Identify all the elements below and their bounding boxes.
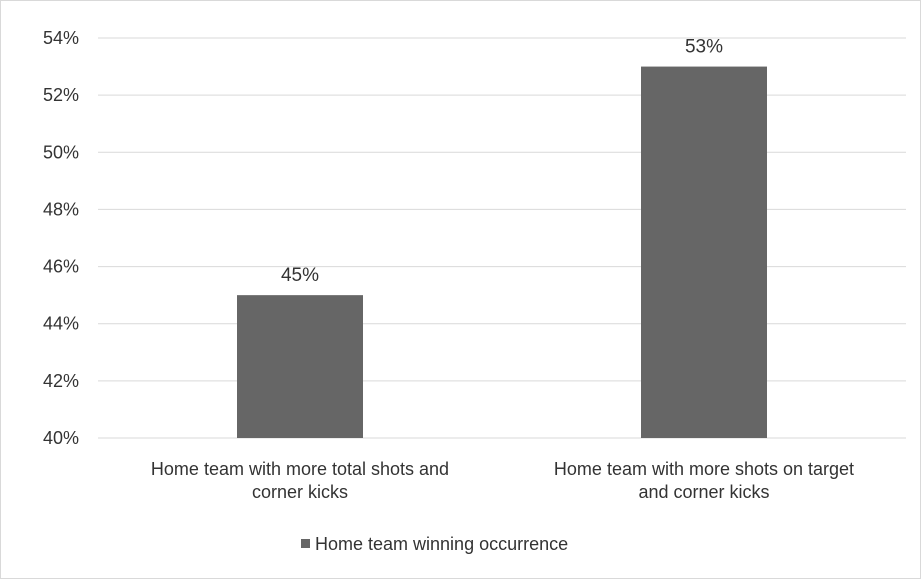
y-tick-label: 52%: [43, 85, 79, 105]
category-label: and corner kicks: [638, 482, 769, 502]
bars: [237, 66, 767, 439]
category-label: Home team with more total shots and: [151, 459, 449, 479]
y-tick-label: 50%: [43, 142, 79, 162]
x-axis-category-labels: Home team with more total shots and corne…: [151, 459, 854, 502]
data-label: 45%: [281, 265, 319, 286]
y-tick-label: 40%: [43, 428, 79, 448]
legend-label: Home team winning occurrence: [315, 534, 568, 554]
y-tick-label: 46%: [43, 257, 79, 277]
y-tick-label: 54%: [43, 28, 79, 48]
legend-swatch: [301, 539, 310, 548]
y-axis-tick-labels: 40% 42% 44% 46% 48% 50% 52% 54%: [43, 28, 79, 448]
data-labels: 45% 53%: [281, 37, 723, 287]
data-label: 53%: [685, 37, 723, 58]
bar: [237, 295, 363, 438]
category-label: corner kicks: [252, 482, 348, 502]
bar: [641, 66, 767, 439]
y-tick-label: 48%: [43, 199, 79, 219]
y-tick-label: 44%: [43, 314, 79, 334]
gridlines: [98, 37, 906, 439]
category-label: Home team with more shots on target: [554, 459, 854, 479]
y-tick-label: 42%: [43, 371, 79, 391]
legend: Home team winning occurrence: [301, 534, 568, 554]
